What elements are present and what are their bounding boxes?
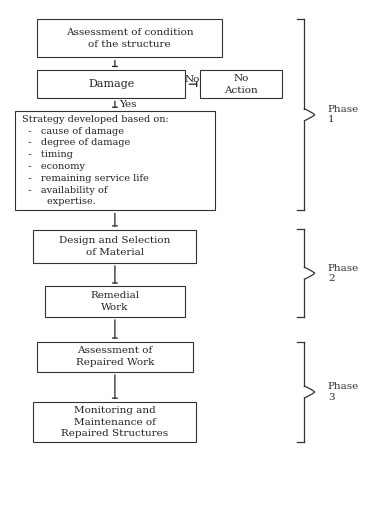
Text: Yes: Yes (119, 99, 136, 109)
FancyBboxPatch shape (15, 111, 215, 210)
Text: No
Action: No Action (224, 74, 258, 95)
Text: Phase
2: Phase 2 (328, 264, 359, 283)
Text: Assessment of condition
of the structure: Assessment of condition of the structure (66, 28, 194, 49)
FancyBboxPatch shape (200, 70, 282, 98)
FancyBboxPatch shape (33, 230, 197, 263)
FancyBboxPatch shape (37, 70, 185, 98)
Text: No: No (184, 74, 200, 84)
Text: Remedial
Work: Remedial Work (90, 291, 139, 312)
Text: Strategy developed based on:
  -   cause of damage
  -   degree of damage
  -   : Strategy developed based on: - cause of … (22, 115, 169, 206)
Text: Assessment of
Repaired Work: Assessment of Repaired Work (76, 346, 154, 367)
FancyBboxPatch shape (33, 401, 197, 443)
FancyBboxPatch shape (45, 287, 185, 317)
FancyBboxPatch shape (37, 19, 222, 57)
FancyBboxPatch shape (37, 342, 193, 372)
Text: Phase
3: Phase 3 (328, 382, 359, 401)
Text: Phase
1: Phase 1 (328, 105, 359, 124)
Text: Damage: Damage (88, 79, 134, 89)
Text: Design and Selection
of Material: Design and Selection of Material (59, 236, 170, 257)
Text: Monitoring and
Maintenance of
Repaired Structures: Monitoring and Maintenance of Repaired S… (61, 406, 169, 438)
